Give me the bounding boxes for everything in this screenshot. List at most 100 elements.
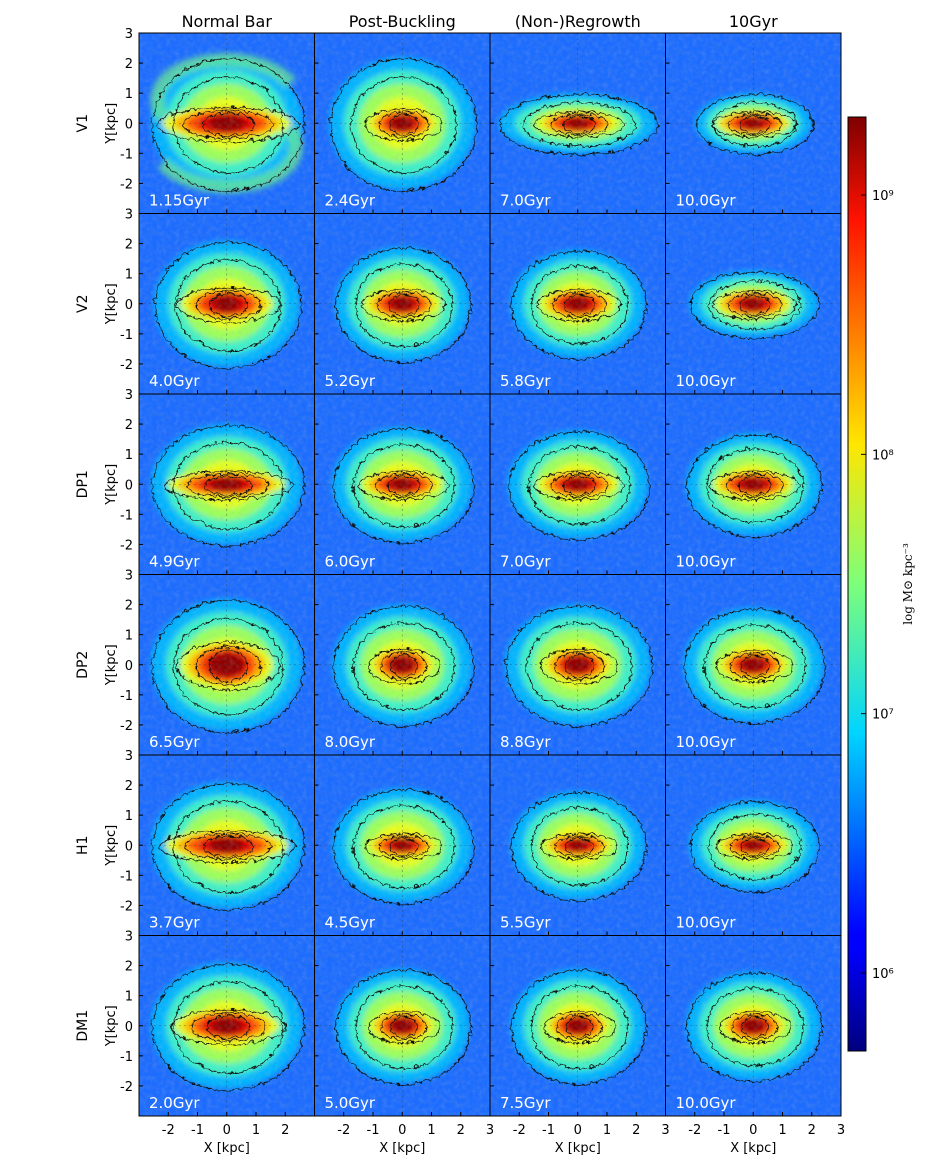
y-tick-label: -2	[120, 899, 133, 914]
time-label: 7.5Gyr	[500, 1094, 551, 1112]
heatmap-panel: 10.0Gyr	[665, 574, 842, 756]
time-label: 4.9Gyr	[149, 553, 200, 571]
y-tick-label: 0	[125, 839, 133, 854]
time-label: 10.0Gyr	[676, 372, 737, 390]
y-tick-label: 3	[125, 208, 133, 223]
x-tick-label: 0	[749, 1123, 757, 1138]
y-tick-label: 1	[125, 448, 133, 463]
y-tick-label: 1	[125, 87, 133, 102]
colorbar-tick-label: 10⁹	[872, 189, 894, 204]
time-label: 2.4Gyr	[325, 192, 376, 210]
heatmap-panel: 6.0Gyr	[314, 393, 491, 575]
row-label: DP2	[75, 651, 91, 679]
heatmap-panel: 10.0Gyr	[665, 754, 842, 936]
y-tick-label: 0	[125, 1020, 133, 1035]
y-axis-label: Y[kpc]	[104, 103, 119, 145]
y-tick-label: -2	[120, 1080, 133, 1095]
contour	[331, 787, 473, 903]
y-tick-label: 0	[125, 298, 133, 313]
column-title: (Non-)Regrowth	[515, 12, 641, 31]
time-label: 5.5Gyr	[500, 914, 551, 932]
heatmap-panel: 3.7Gyr	[138, 754, 315, 936]
y-tick-label: 1	[125, 809, 133, 824]
heatmap-panel: 7.5Gyr	[489, 935, 666, 1117]
x-tick-label: 0	[223, 1123, 231, 1138]
y-tick-label: -1	[120, 869, 133, 884]
colorbar-tick-label: 10⁷	[872, 708, 894, 723]
time-label: 6.0Gyr	[325, 553, 376, 571]
y-tick-label: 3	[125, 388, 133, 403]
time-label: 10.0Gyr	[676, 553, 737, 571]
time-label: 3.7Gyr	[149, 914, 200, 932]
row-label: H1	[75, 836, 91, 855]
y-axis-label: Y[kpc]	[104, 644, 119, 686]
x-tick-label: 1	[603, 1123, 611, 1138]
y-tick-label: 2	[125, 418, 133, 433]
contour	[682, 607, 824, 723]
y-tick-label: -1	[120, 147, 133, 162]
y-tick-label: -1	[120, 689, 133, 704]
colorbar-label: log M⊙ kpc⁻³	[901, 543, 915, 625]
column-title: 10Gyr	[729, 12, 778, 31]
y-tick-label: 2	[125, 57, 133, 72]
time-label: 8.8Gyr	[500, 733, 551, 751]
y-tick-label: 0	[125, 117, 133, 132]
x-tick-label: -2	[688, 1123, 701, 1138]
row-label: DM1	[75, 1010, 91, 1042]
y-tick-label: 2	[125, 960, 133, 975]
x-tick-label: 0	[574, 1123, 582, 1138]
time-label: 4.0Gyr	[149, 372, 200, 390]
x-tick-label: -2	[337, 1123, 350, 1138]
heatmap-panel: 8.0Gyr	[314, 574, 491, 756]
y-tick-label: -2	[120, 177, 133, 192]
time-label: 10.0Gyr	[676, 914, 737, 932]
contour	[728, 651, 779, 678]
y-tick-label: 2	[125, 779, 133, 794]
heatmap-panel: 4.5Gyr	[314, 754, 491, 936]
x-axis-label: X [kpc]	[204, 1141, 250, 1156]
y-tick-label: -1	[120, 328, 133, 343]
contour	[331, 426, 473, 542]
y-tick-label: 1	[125, 629, 133, 644]
y-tick-label: 1	[125, 990, 133, 1005]
y-tick-label: -2	[120, 719, 133, 734]
x-tick-label: -1	[191, 1123, 204, 1138]
heatmap-panel: 7.0Gyr	[489, 393, 666, 575]
colorbar-tick-label: 10⁶	[872, 967, 894, 982]
y-tick-label: 3	[125, 27, 133, 42]
x-tick-label: 3	[486, 1123, 494, 1138]
time-label: 6.5Gyr	[149, 733, 200, 751]
x-tick-label: 2	[281, 1123, 289, 1138]
time-label: 5.0Gyr	[325, 1094, 376, 1112]
y-tick-label: 3	[125, 569, 133, 584]
contour	[366, 646, 439, 683]
x-tick-label: 3	[661, 1123, 669, 1138]
x-axis-label: X [kpc]	[730, 1141, 776, 1156]
heatmap-panel: 10.0Gyr	[665, 213, 842, 395]
x-tick-label: 1	[427, 1123, 435, 1138]
heatmap-panel: 6.5Gyr	[138, 574, 315, 756]
x-axis-label: X [kpc]	[379, 1141, 425, 1156]
time-label: 2.0Gyr	[149, 1094, 200, 1112]
time-label: 10.0Gyr	[676, 733, 737, 751]
x-tick-label: 3	[837, 1123, 845, 1138]
heatmap-panel: 10.0Gyr	[665, 935, 842, 1117]
heatmap-panel: 7.0Gyr	[489, 32, 666, 214]
y-tick-label: 2	[125, 238, 133, 253]
time-label: 5.2Gyr	[325, 372, 376, 390]
x-tick-label: -1	[718, 1123, 731, 1138]
time-label: 1.15Gyr	[149, 192, 210, 210]
contour	[688, 270, 819, 338]
row-label: V1	[75, 114, 91, 132]
y-tick-label: 1	[125, 268, 133, 283]
heatmap-panel: 2.0Gyr	[138, 935, 315, 1117]
heatmap-panel: 4.9Gyr	[138, 393, 315, 575]
heatmap-panel: 2.4Gyr	[314, 32, 491, 214]
x-tick-label: 1	[252, 1123, 260, 1138]
heatmap-panel: 10.0Gyr	[665, 32, 842, 214]
column-title: Normal Bar	[182, 12, 273, 31]
y-tick-label: 0	[125, 659, 133, 674]
heatmap-panel: 1.15Gyr	[138, 32, 315, 214]
